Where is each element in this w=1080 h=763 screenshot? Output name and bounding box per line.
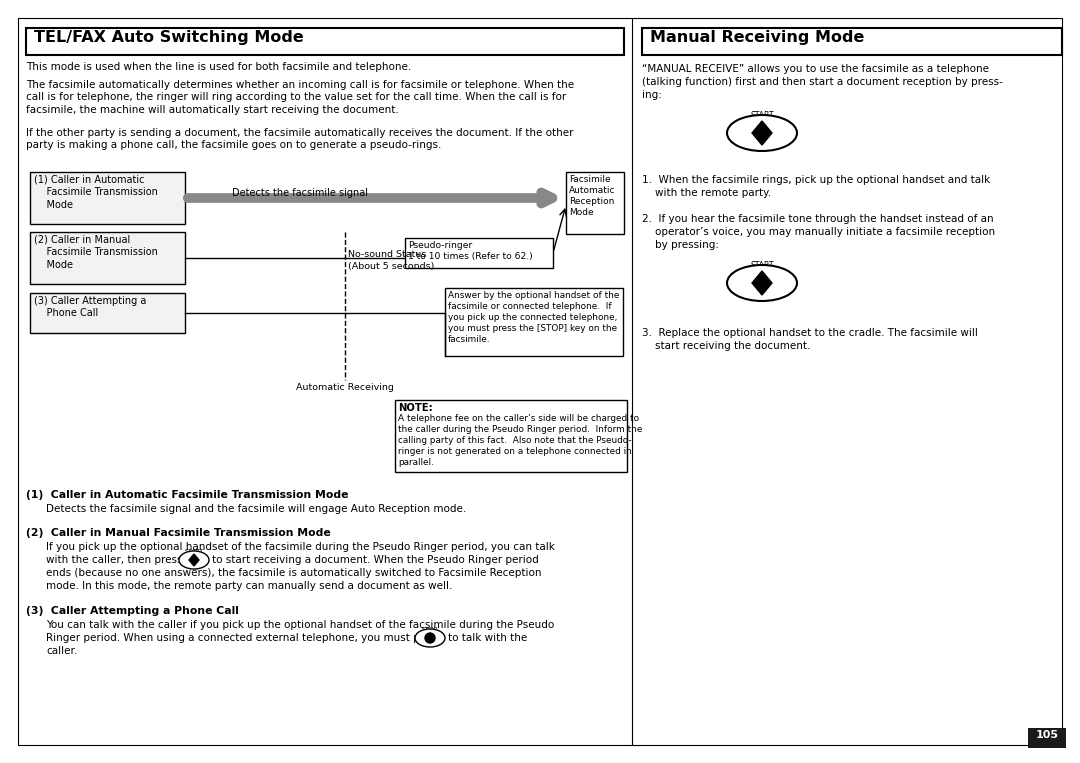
Text: NOTE:: NOTE: <box>399 403 433 413</box>
Text: to talk with the: to talk with the <box>448 633 527 643</box>
Ellipse shape <box>179 551 210 569</box>
Text: (1) Caller in Automatic
    Facsimile Transmission
    Mode: (1) Caller in Automatic Facsimile Transm… <box>33 175 158 210</box>
Text: 3.  Replace the optional handset to the cradle. The facsimile will
    start rec: 3. Replace the optional handset to the c… <box>642 328 977 351</box>
Bar <box>26 28 624 55</box>
Text: START: START <box>185 549 203 554</box>
Text: Facsimile
Automatic
Reception
Mode: Facsimile Automatic Reception Mode <box>569 175 616 217</box>
Bar <box>30 293 185 333</box>
Text: (1)  Caller in Automatic Facsimile Transmission Mode: (1) Caller in Automatic Facsimile Transm… <box>26 490 349 500</box>
Bar <box>445 288 623 356</box>
Text: Answer by the optional handset of the
facsimile or connected telephone.  If
you : Answer by the optional handset of the fa… <box>448 291 619 344</box>
Text: (2) Caller in Manual
    Facsimile Transmission
    Mode: (2) Caller in Manual Facsimile Transmiss… <box>33 235 158 270</box>
Bar <box>1042 200 1062 290</box>
Polygon shape <box>189 554 199 566</box>
Text: (About 5 seconds): (About 5 seconds) <box>348 262 434 271</box>
Ellipse shape <box>415 629 445 647</box>
Text: 1.  When the facsimile rings, pick up the optional handset and talk
    with the: 1. When the facsimile rings, pick up the… <box>642 175 990 198</box>
Text: Automatic Receiving: Automatic Receiving <box>296 383 394 392</box>
Text: to start receiving a document. When the Pseudo Ringer period: to start receiving a document. When the … <box>212 555 539 565</box>
Polygon shape <box>752 271 772 295</box>
Ellipse shape <box>727 115 797 151</box>
Ellipse shape <box>727 265 797 301</box>
Text: You can talk with the caller if you pick up the optional handset of the facsimil: You can talk with the caller if you pick… <box>46 620 554 630</box>
Bar <box>405 238 553 268</box>
Text: (3)  Caller Attempting a Phone Call: (3) Caller Attempting a Phone Call <box>26 606 239 616</box>
Text: caller.: caller. <box>46 646 78 656</box>
Text: This mode is used when the line is used for both facsimile and telephone.: This mode is used when the line is used … <box>26 62 411 72</box>
Bar <box>642 28 1062 55</box>
Text: If you pick up the optional handset of the facsimile during the Pseudo Ringer pe: If you pick up the optional handset of t… <box>46 542 555 552</box>
Text: (2)  Caller in Manual Facsimile Transmission Mode: (2) Caller in Manual Facsimile Transmiss… <box>26 528 330 538</box>
Text: The facsimile automatically determines whether an incoming call is for facsimile: The facsimile automatically determines w… <box>26 80 575 114</box>
Text: 105: 105 <box>1036 730 1058 740</box>
Text: START: START <box>751 111 773 120</box>
Text: STOP: STOP <box>422 627 438 632</box>
Text: (3) Caller Attempting a
    Phone Call: (3) Caller Attempting a Phone Call <box>33 296 147 318</box>
Text: 2.  If you hear the facsimile tone through the handset instead of an
    operato: 2. If you hear the facsimile tone throug… <box>642 214 995 250</box>
Text: ends (because no one answers), the facsimile is automatically switched to Facsim: ends (because no one answers), the facsi… <box>46 568 541 578</box>
Bar <box>30 232 185 284</box>
Text: Detects the facsimile signal: Detects the facsimile signal <box>232 188 368 198</box>
Bar <box>30 172 185 224</box>
Text: No-sound Status: No-sound Status <box>348 250 427 259</box>
Bar <box>395 400 627 472</box>
Bar <box>1028 728 1066 748</box>
Text: If the other party is sending a document, the facsimile automatically receives t: If the other party is sending a document… <box>26 128 573 150</box>
Text: Manual Receiving Mode: Manual Receiving Mode <box>650 30 864 45</box>
Polygon shape <box>752 121 772 145</box>
Text: Detects the facsimile signal and the facsimile will engage Auto Reception mode.: Detects the facsimile signal and the fac… <box>46 504 467 514</box>
Text: A telephone fee on the caller’s side will be charged to
the caller during the Ps: A telephone fee on the caller’s side wil… <box>399 414 643 468</box>
Bar <box>566 172 624 234</box>
Text: START: START <box>751 261 773 270</box>
Text: Ringer period. When using a connected external telephone, you must press: Ringer period. When using a connected ex… <box>46 633 442 643</box>
Text: mode. In this mode, the remote party can manually send a document as well.: mode. In this mode, the remote party can… <box>46 581 453 591</box>
Text: with the caller, then press: with the caller, then press <box>46 555 183 565</box>
Text: TEL/FAX Auto Switching Mode: TEL/FAX Auto Switching Mode <box>33 30 303 45</box>
Text: Pseudo-ringer
1 to 10 times (Refer to 62.): Pseudo-ringer 1 to 10 times (Refer to 62… <box>408 241 532 261</box>
Circle shape <box>426 633 435 643</box>
Text: “MANUAL RECEIVE” allows you to use the facsimile as a telephone
(talking functio: “MANUAL RECEIVE” allows you to use the f… <box>642 64 1003 100</box>
